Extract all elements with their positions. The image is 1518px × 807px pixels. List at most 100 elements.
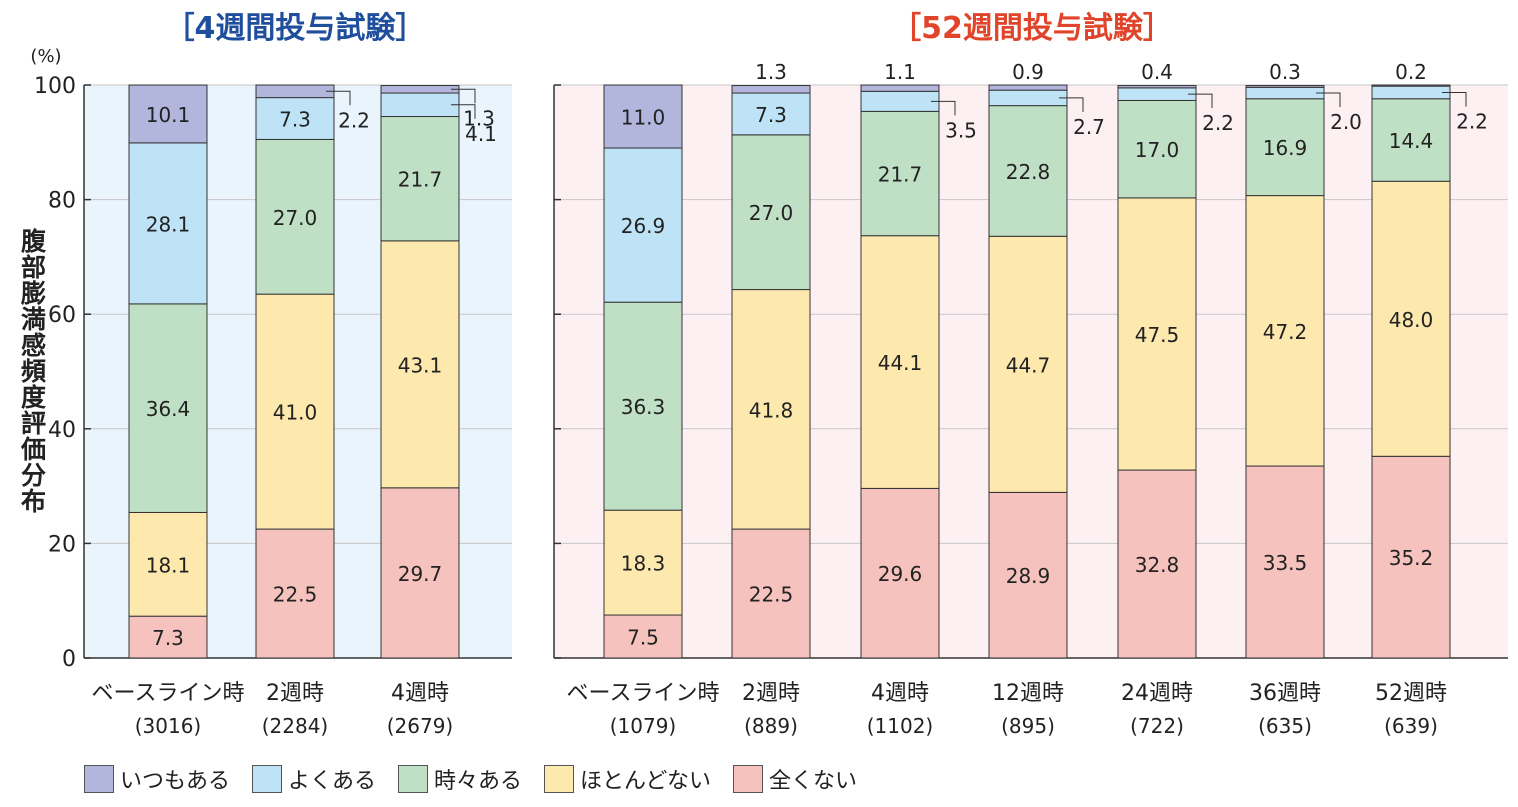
bar-segment — [603, 614, 683, 659]
x-tick-label: 2週時 — [742, 681, 800, 706]
bar-segment — [731, 528, 811, 659]
bar-segment — [1117, 99, 1197, 199]
bar-segment — [603, 301, 683, 511]
data-label: 28.9 — [1006, 564, 1051, 588]
y-tick-label: 40 — [48, 418, 76, 443]
legend-swatch — [544, 765, 575, 793]
bar-segment — [988, 89, 1068, 107]
bar-segment — [731, 92, 811, 136]
bar-segment — [380, 85, 460, 94]
x-tick-label: 52週時 — [1375, 681, 1447, 706]
bar-segment — [988, 235, 1068, 493]
data-label: 28.1 — [146, 212, 191, 236]
x-tick-count: (889) — [744, 714, 798, 738]
bar-segment — [255, 528, 335, 659]
bar-segment — [860, 90, 940, 112]
bar-segment — [988, 105, 1068, 237]
data-label: 2.2 — [1202, 111, 1234, 135]
data-label: 11.0 — [621, 106, 666, 130]
x-tick-count: (722) — [1130, 714, 1184, 738]
x-tick-label: 12週時 — [992, 681, 1064, 706]
legend-swatch — [732, 765, 763, 793]
bar-segment — [1245, 86, 1325, 100]
data-label: 44.7 — [1006, 353, 1051, 377]
data-label: 7.3 — [279, 108, 311, 132]
data-label: 2.0 — [1330, 110, 1362, 134]
data-label: 29.6 — [878, 562, 923, 586]
bar-segment — [1117, 469, 1197, 659]
data-label: 4.1 — [465, 122, 497, 146]
data-label: 36.4 — [146, 397, 191, 421]
data-label: 36.3 — [621, 395, 666, 419]
data-label: 41.8 — [749, 398, 794, 422]
legend-swatch — [252, 765, 283, 793]
data-label: 14.4 — [1389, 129, 1434, 153]
bar-segment — [1245, 98, 1325, 197]
y-tick-label: 100 — [34, 74, 76, 99]
leader-line — [451, 88, 476, 104]
data-label: 22.8 — [1006, 160, 1051, 184]
legend-swatch — [398, 765, 429, 793]
data-label: 0.2 — [1395, 60, 1427, 84]
legend-item: ほとんどない — [544, 763, 711, 795]
bar-segment — [128, 303, 208, 513]
bar-segment — [1117, 197, 1197, 471]
bar-segment — [731, 85, 811, 94]
data-label: 7.3 — [755, 103, 787, 127]
data-label: 2.7 — [1073, 115, 1105, 139]
y-tick-label: 0 — [62, 647, 76, 672]
leader-line — [1188, 93, 1213, 109]
bar-segment — [1371, 85, 1451, 100]
bar-segment — [128, 84, 208, 144]
data-label: 27.0 — [273, 206, 318, 230]
legend-label: 全くない — [768, 769, 857, 794]
data-label: 43.1 — [398, 353, 443, 377]
data-label: 0.4 — [1141, 60, 1173, 84]
y-axis-label: 腹部膨満感頻度評価分布 — [18, 227, 48, 514]
bar-segment — [988, 491, 1068, 659]
data-label: 1.3 — [463, 106, 495, 130]
bar-segment — [255, 84, 335, 99]
legend: いつもある よくある 時々ある ほとんどない 全くない — [84, 763, 879, 795]
bar-segment — [255, 293, 335, 530]
x-tick-label: 2週時 — [266, 681, 324, 706]
bar-segment — [731, 289, 811, 530]
data-label: 0.9 — [1012, 60, 1044, 84]
chart-title-4week: ［4週間投与試験］ — [165, 11, 426, 46]
leader-line — [326, 90, 351, 106]
leader-line — [1059, 97, 1084, 112]
y-tick-label: 60 — [48, 303, 76, 328]
data-label: 29.7 — [398, 562, 443, 586]
chart-title-52week: ［52週間投与試験］ — [891, 11, 1173, 46]
bar-segment — [380, 487, 460, 659]
x-tick-label: 36週時 — [1249, 681, 1321, 706]
bar-segment — [128, 615, 208, 659]
data-label: 18.1 — [146, 553, 191, 577]
bar-segment — [731, 134, 811, 291]
x-tick-count: (3016) — [135, 714, 202, 738]
x-tick-count: (1079) — [610, 714, 677, 738]
data-label: 48.0 — [1389, 308, 1434, 332]
bar-segment — [380, 116, 460, 242]
bar-segment — [860, 84, 940, 92]
bar-segment — [380, 240, 460, 489]
legend-label: よくある — [288, 769, 377, 794]
bar-segment — [1245, 195, 1325, 467]
data-label: 21.7 — [398, 168, 443, 192]
data-label: 41.0 — [273, 401, 318, 425]
legend-label: いつもある — [120, 769, 231, 794]
data-label: 2.2 — [338, 108, 370, 132]
bar-segment — [988, 84, 1068, 91]
y-unit-label: (%) — [30, 46, 61, 67]
leader-line — [1316, 92, 1341, 108]
legend-item: よくある — [252, 763, 376, 795]
bar-segment — [603, 509, 683, 616]
bar-segment — [860, 235, 940, 489]
bar-segment — [603, 147, 683, 303]
legend-label: 時々ある — [434, 769, 523, 794]
data-label: 3.5 — [945, 118, 977, 142]
bar-segment — [1371, 84, 1451, 87]
bar-segment — [128, 511, 208, 617]
data-label: 0.3 — [1269, 60, 1301, 84]
x-tick-label: 24週時 — [1121, 681, 1193, 706]
